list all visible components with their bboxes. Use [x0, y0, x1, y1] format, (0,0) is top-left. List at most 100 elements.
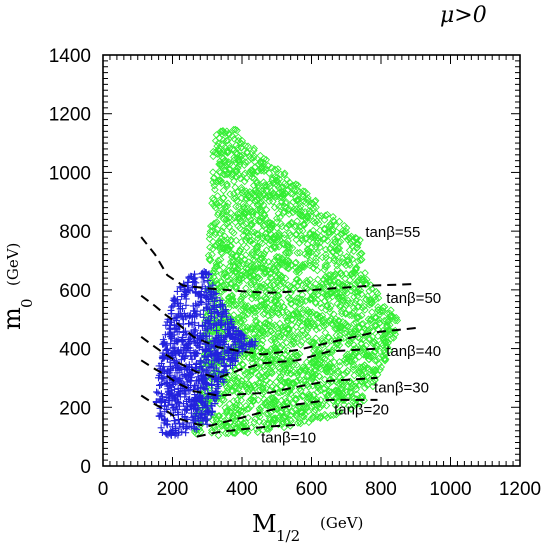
green-diamond-point [246, 268, 255, 277]
green-diamond-point [362, 329, 371, 338]
green-diamond-point [220, 416, 229, 425]
blue-plus-point [175, 328, 183, 336]
green-diamond-point [353, 257, 362, 265]
green-diamond-point [275, 364, 284, 373]
green-diamond-point [306, 366, 315, 374]
green-diamond-point [248, 388, 257, 397]
green-diamond-point [319, 338, 328, 347]
blue-plus-point [171, 395, 179, 403]
green-diamond-point [320, 224, 329, 233]
green-diamond-point [288, 407, 297, 416]
green-diamond-point [348, 329, 356, 337]
green-diamond-point [372, 344, 381, 353]
green-diamond-point [263, 349, 272, 358]
green-diamond-point [312, 340, 321, 349]
green-diamond-point [259, 280, 268, 289]
green-diamond-point [257, 254, 265, 262]
green-diamond-point [356, 256, 365, 265]
blue-plus-point [210, 344, 218, 352]
green-diamond-point [382, 337, 391, 346]
tanbeta-annotation: tanβ=20 [334, 402, 389, 419]
green-diamond-point [349, 363, 358, 371]
green-diamond-point [273, 347, 282, 356]
green-diamond-point [336, 280, 345, 289]
green-diamond-point [237, 271, 245, 280]
green-diamond-point [229, 229, 238, 237]
green-diamond-point [324, 228, 333, 237]
blue-plus-point [204, 356, 212, 364]
green-diamond-point [277, 376, 285, 385]
green-diamond-point [250, 271, 258, 280]
green-diamond-point [253, 260, 262, 268]
green-diamond-point [320, 275, 328, 284]
green-diamond-point [229, 170, 237, 179]
green-diamond-point [258, 336, 267, 345]
green-diamond-point [220, 166, 229, 175]
green-diamond-point [268, 355, 277, 364]
green-diamond-point [306, 308, 314, 316]
green-diamond-point [383, 317, 392, 326]
blue-plus-point [168, 310, 176, 318]
green-diamond-point [278, 254, 286, 262]
blue-plus-point [215, 318, 223, 326]
green-diamond-point [259, 178, 268, 187]
blue-plus-point [189, 419, 197, 427]
green-diamond-point [342, 261, 350, 270]
green-diamond-point [251, 312, 259, 321]
green-diamond-point [313, 311, 322, 319]
green-diamond-point [365, 298, 374, 307]
green-diamond-point [309, 204, 318, 212]
green-diamond-point [248, 351, 257, 359]
green-diamond-point [325, 228, 334, 236]
green-diamond-point [295, 268, 304, 277]
green-diamond-point [258, 165, 267, 174]
green-diamond-point [231, 300, 240, 309]
green-diamond-point [211, 241, 220, 250]
blue-plus-point [184, 340, 192, 348]
blue-plus-point [188, 355, 196, 363]
green-diamond-point [256, 259, 265, 268]
green-diamond-point [289, 379, 298, 388]
blue-plus-point [209, 302, 217, 310]
green-diamond-point [292, 258, 300, 267]
green-diamond-point [226, 165, 234, 174]
green-diamond-point [338, 309, 346, 318]
green-diamond-point [209, 174, 218, 183]
green-diamond-point [219, 243, 228, 252]
green-diamond-point [332, 324, 341, 333]
green-diamond-point [333, 261, 342, 270]
green-diamond-point [325, 387, 334, 396]
green-diamond-point [261, 372, 270, 381]
green-diamond-point [324, 295, 333, 304]
green-diamond-point [326, 375, 335, 384]
green-diamond-point [375, 311, 383, 319]
green-diamond-point [234, 385, 243, 394]
y-axis-title-sub: 0 [18, 298, 36, 308]
green-diamond-point [266, 193, 274, 202]
blue-plus-point [203, 305, 211, 313]
green-diamond-point [237, 186, 246, 194]
green-diamond-point [250, 381, 259, 389]
green-diamond-point [373, 289, 382, 298]
green-diamond-point [357, 320, 366, 329]
green-diamond-point [213, 218, 221, 226]
green-diamond-point [292, 412, 301, 421]
green-diamond-point [271, 267, 280, 276]
green-diamond-point [363, 363, 372, 372]
green-diamond-point [322, 364, 331, 372]
tanbeta-annotation: tanβ=55 [365, 224, 420, 241]
green-diamond-point [248, 263, 257, 272]
green-diamond-point [262, 376, 271, 385]
blue-plus-point [160, 374, 168, 382]
green-diamond-point [317, 303, 326, 312]
blue-plus-point [233, 336, 241, 344]
green-diamond-point [218, 140, 226, 148]
green-diamond-point [219, 194, 227, 202]
green-diamond-point [217, 270, 226, 278]
green-diamond-point [348, 309, 357, 318]
green-diamond-point [335, 387, 343, 396]
green-diamond-point [270, 243, 279, 251]
y-tick-label: 200 [59, 398, 91, 419]
green-diamond-point [224, 267, 233, 275]
green-diamond-point [303, 317, 312, 326]
